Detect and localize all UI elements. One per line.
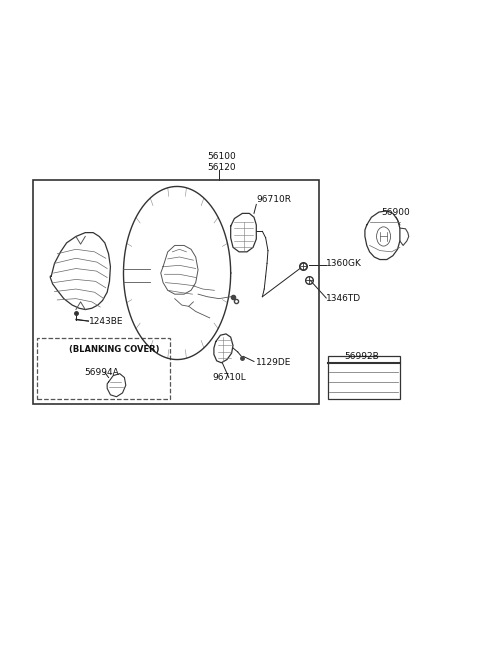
Text: 1360GK: 1360GK <box>326 259 362 268</box>
Text: (BLANKING COVER): (BLANKING COVER) <box>69 345 159 354</box>
Text: 56994A: 56994A <box>84 368 119 377</box>
Text: 56900: 56900 <box>382 208 410 217</box>
Bar <box>33 180 319 404</box>
Text: 1129DE: 1129DE <box>256 358 292 367</box>
Text: 1243BE: 1243BE <box>88 316 123 326</box>
Text: 96710L: 96710L <box>213 373 247 382</box>
Text: 1346TD: 1346TD <box>326 294 361 303</box>
Bar <box>328 356 400 400</box>
Text: 96710R: 96710R <box>256 195 291 204</box>
Bar <box>37 339 170 400</box>
Text: 56992B: 56992B <box>344 352 379 361</box>
Text: 56100
56120: 56100 56120 <box>207 153 236 172</box>
